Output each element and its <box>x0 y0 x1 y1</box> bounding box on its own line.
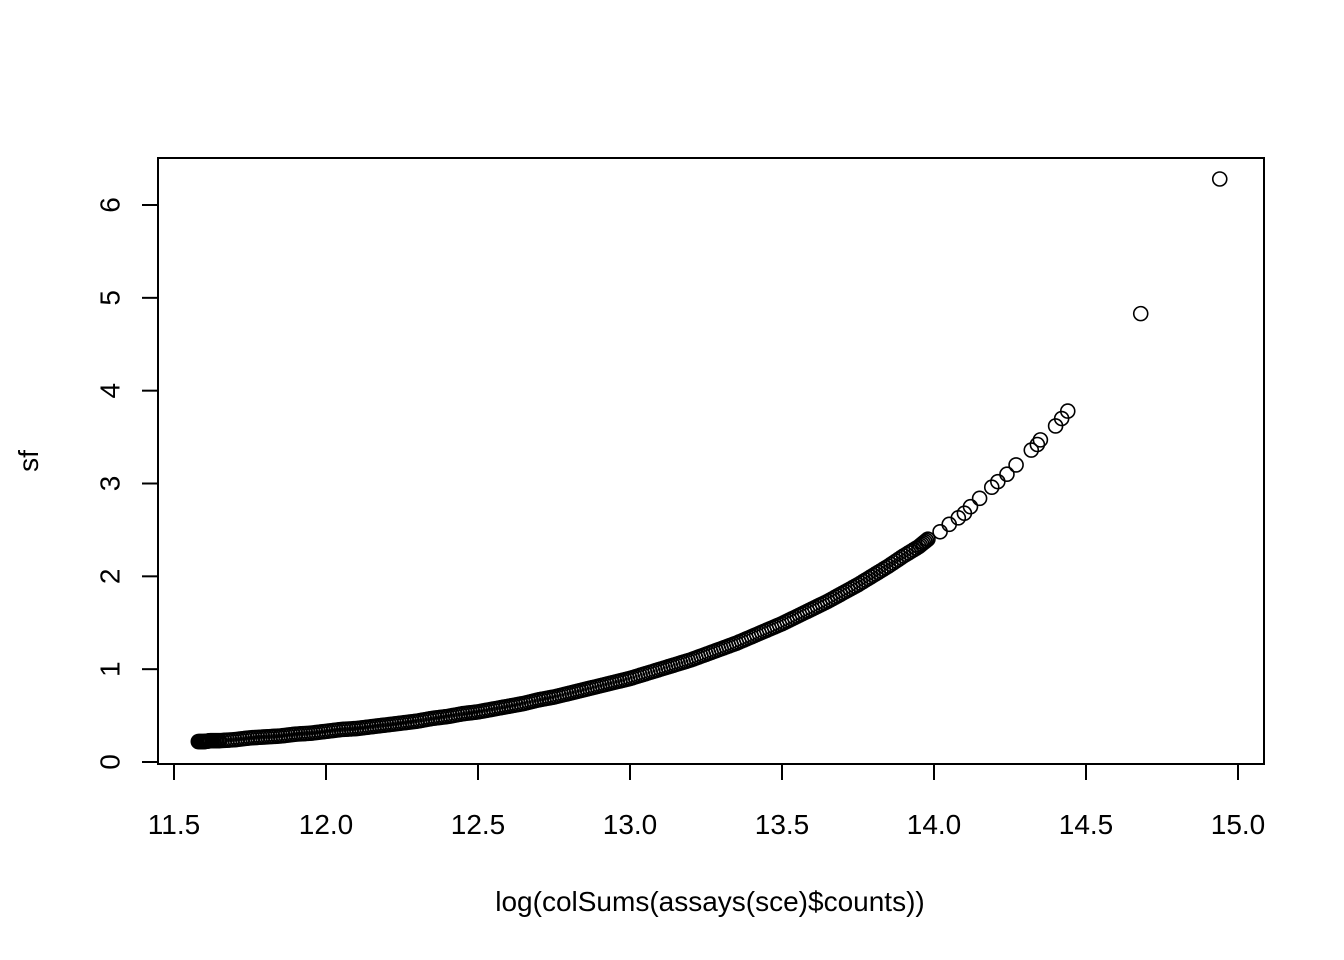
data-point <box>999 466 1015 483</box>
data-point <box>285 726 301 743</box>
y-tick-label: 4 <box>95 383 126 399</box>
data-point <box>224 732 241 748</box>
x-tick-label: 14.5 <box>1059 809 1114 840</box>
x-tick-label: 13.5 <box>755 809 810 840</box>
data-points <box>190 171 1228 750</box>
data-point <box>914 536 930 552</box>
data-point <box>270 728 286 744</box>
plot-frame <box>157 157 1265 765</box>
y-tick-label: 6 <box>95 197 126 213</box>
data-point <box>983 479 1000 496</box>
x-tick-label: 14.0 <box>907 809 962 840</box>
y-tick-label: 0 <box>95 754 126 770</box>
data-point <box>1029 436 1046 453</box>
data-point <box>391 715 408 732</box>
data-point <box>239 730 256 746</box>
data-point <box>315 723 332 740</box>
x-axis-label: log(colSums(assays(sce)$counts)) <box>495 886 924 917</box>
data-point <box>932 523 948 540</box>
data-point <box>971 490 988 507</box>
x-tick-label: 11.5 <box>148 809 200 840</box>
data-point <box>1032 432 1049 448</box>
data-point <box>915 535 932 551</box>
data-point <box>467 704 484 720</box>
y-tick-label: 2 <box>95 569 126 585</box>
y-axis-label: sf <box>13 450 44 472</box>
x-tick-label: 12.5 <box>451 809 506 840</box>
data-point <box>990 473 1006 490</box>
data-point <box>482 701 499 718</box>
data-point <box>422 711 438 727</box>
data-point <box>406 713 423 730</box>
data-point <box>361 719 377 735</box>
data-point <box>1132 305 1149 322</box>
data-point <box>1059 403 1076 419</box>
y-axis: 0 1 2 3 4 5 6 <box>95 197 159 770</box>
y-tick-label: 3 <box>95 476 126 492</box>
data-point <box>918 532 935 549</box>
x-axis: 11.5 12.0 12.5 13.0 13.5 14.0 14.5 15.0 <box>148 763 1266 840</box>
y-tick-label: 5 <box>95 290 126 306</box>
data-point <box>452 706 469 722</box>
data-point <box>917 533 933 550</box>
data-point <box>962 498 979 515</box>
y-tick-label: 1 <box>95 661 126 677</box>
data-point <box>300 725 317 742</box>
x-tick-label: 12.0 <box>299 809 354 840</box>
data-point <box>498 698 514 715</box>
x-tick-label: 15.0 <box>1211 809 1266 840</box>
data-point <box>346 720 362 737</box>
data-point <box>1211 171 1228 187</box>
data-point <box>254 729 271 745</box>
data-point <box>437 709 453 725</box>
data-point <box>376 717 393 733</box>
x-tick-label: 13.0 <box>603 809 658 840</box>
data-point <box>330 722 347 738</box>
data-point <box>1008 457 1024 473</box>
